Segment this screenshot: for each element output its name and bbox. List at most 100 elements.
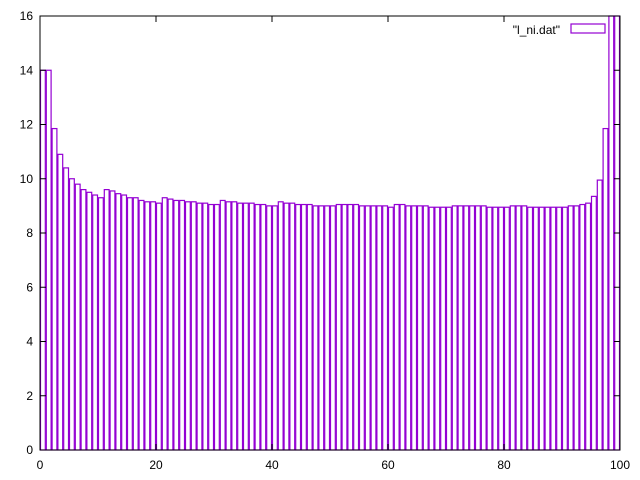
histogram-bar [155,202,162,451]
histogram-bar [248,202,255,451]
histogram-bar [208,203,215,451]
legend: "l_ni.dat" [513,23,606,37]
histogram-bar [283,202,290,451]
histogram-bar [405,205,412,451]
histogram-bar [370,205,377,451]
histogram-bar [254,203,261,451]
histogram-bar [277,201,284,451]
histogram-bar [399,203,406,451]
histogram-bar [486,206,493,451]
histogram-bar [544,206,551,451]
histogram-bar [527,206,534,451]
histogram-bar [231,201,238,451]
histogram-bar [86,191,93,451]
legend-swatch [570,23,606,34]
histogram-bar [585,202,592,451]
histogram-bar [492,206,499,451]
histogram-bar [271,205,278,451]
histogram-bar [324,205,331,451]
histogram-bar [132,197,139,451]
histogram-bar [260,203,267,451]
histogram-bar [469,205,476,451]
histogram-bar [289,202,296,451]
histogram-bar [312,205,319,451]
histogram-bar [602,127,609,451]
histogram-bar [39,69,46,451]
histogram-bar [364,205,371,451]
histogram-bar [416,205,423,451]
histogram-bar [97,197,104,451]
histogram-bar [445,206,452,451]
histogram-bar [80,189,87,451]
y-tick-label: 14 [20,63,34,77]
x-tick-label: 100 [610,458,630,472]
histogram-bar [515,205,522,451]
histogram-bar [109,190,116,451]
histogram-bar [335,203,342,451]
histogram-bar [190,201,197,451]
histogram-bar [457,205,464,451]
histogram-bar [184,201,191,451]
histogram-bar [376,205,383,451]
histogram-bar [590,195,597,451]
axis-ticks: 0 20 40 60 80 100 0 2 4 6 8 10 12 14 16 [20,9,631,472]
histogram-bar [266,205,273,451]
histogram-bar [428,206,435,451]
y-tick-label: 4 [26,335,33,349]
histogram-bar [242,202,249,451]
histogram-bar [422,205,429,451]
x-tick-label: 60 [381,458,395,472]
histogram-bar [150,201,157,451]
histogram-bar [498,206,505,451]
histogram-bar [306,203,313,451]
x-tick-label: 80 [497,458,511,472]
histogram-bar [295,203,302,451]
histogram-bar [51,127,58,451]
histogram-bar [225,201,232,451]
histogram-bar [503,206,510,451]
histogram-bar [138,199,145,451]
histogram-bar [92,194,99,451]
histogram-bar [451,205,458,451]
histogram-bar [596,179,603,451]
histogram-bar [556,206,563,451]
histogram-bar [300,203,307,451]
x-tick-label: 20 [149,458,163,472]
histogram-bar [179,199,186,451]
histogram-bar [202,202,209,451]
histogram-bar [573,205,580,451]
x-tick-label: 0 [37,458,44,472]
histogram-bar [411,205,418,451]
histogram-bar [318,205,325,451]
histogram-bar [608,15,615,451]
histogram-bar [115,193,122,451]
legend-label: "l_ni.dat" [513,23,560,37]
histogram-bar [474,205,481,451]
histogram-bar [167,198,174,451]
histogram-bar [173,199,180,451]
histogram-bar [434,206,441,451]
histogram-bar [103,189,110,451]
histogram-bar [567,205,574,451]
histogram-bar [68,178,75,451]
histogram-bar [521,205,528,451]
y-tick-label: 0 [26,443,33,457]
histogram-bar [45,69,52,451]
histogram-bar [382,205,389,451]
histogram-bar [509,205,516,451]
histogram-bar [74,183,81,451]
histogram-bar [219,199,226,451]
histogram-bar [213,203,220,451]
x-tick-label: 40 [265,458,279,472]
histogram-bar [480,205,487,451]
histogram-bar [579,203,586,451]
histogram-bar [353,203,360,451]
y-tick-label: 10 [20,172,34,186]
histogram-bar [341,203,348,451]
histogram-bar [126,197,133,451]
histogram-bars [39,15,621,451]
histogram-bar [463,205,470,451]
histogram-bar [57,153,64,451]
histogram-bar [121,194,128,451]
histogram-bar [329,205,336,451]
